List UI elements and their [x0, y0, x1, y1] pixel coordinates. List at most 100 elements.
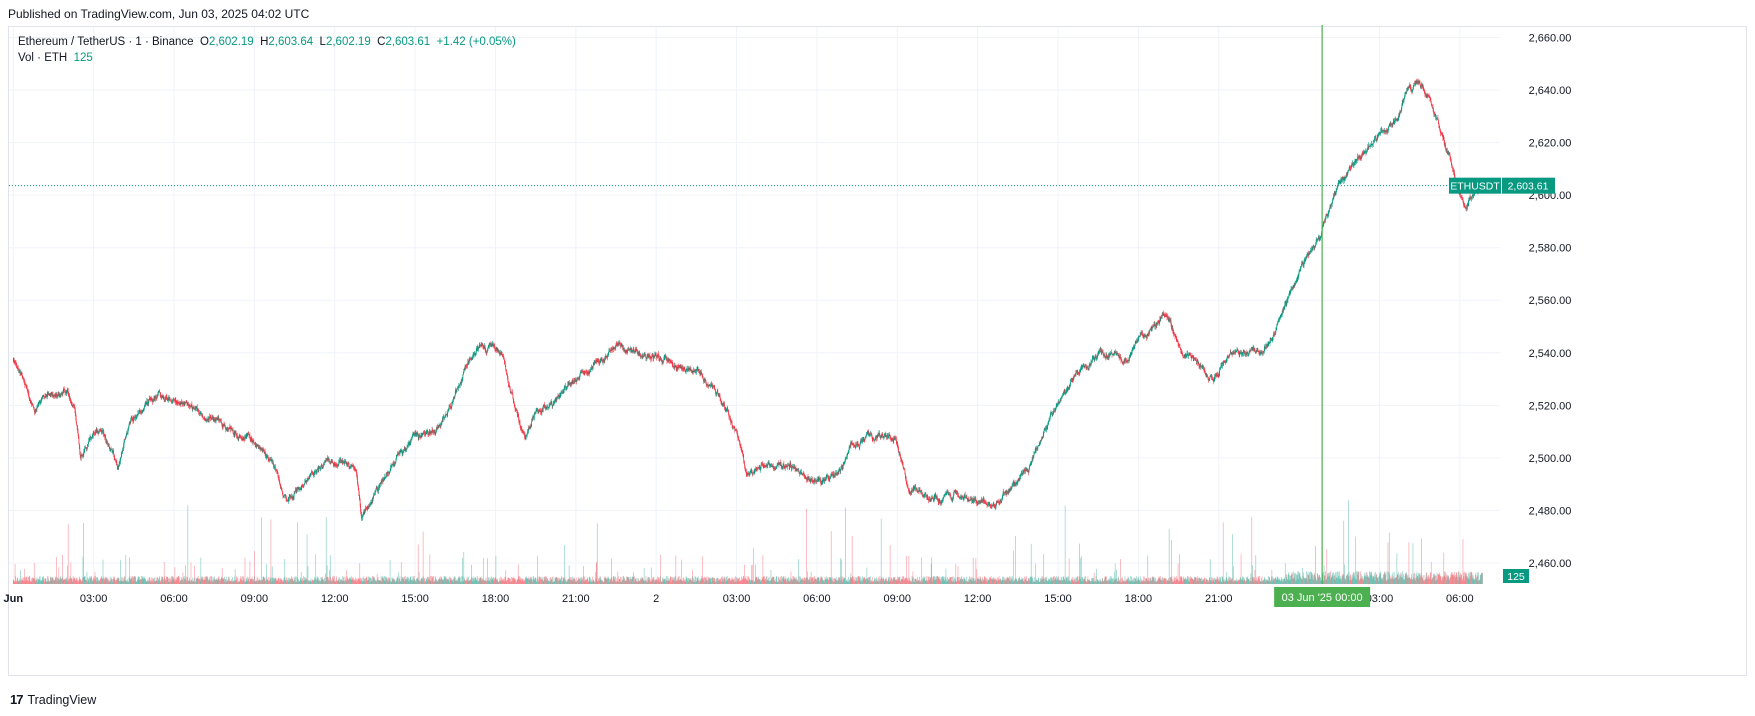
volume-bar — [762, 578, 763, 584]
volume-bar — [589, 580, 591, 584]
volume-bar — [162, 576, 163, 584]
candle — [90, 436, 92, 438]
volume-bar — [984, 576, 986, 584]
volume-bar — [1220, 578, 1221, 584]
volume-bar — [359, 563, 361, 584]
volume-bar — [1160, 578, 1162, 584]
volume-bar — [627, 576, 628, 584]
volume-bar — [1219, 576, 1220, 584]
volume-bar — [869, 577, 870, 584]
volume-bar — [1188, 580, 1189, 584]
volume-bar — [808, 580, 810, 584]
candle-body — [116, 461, 117, 463]
volume-bar — [140, 578, 142, 584]
volume-bar — [193, 580, 195, 584]
volume-bar — [379, 580, 381, 584]
candle-body — [127, 432, 128, 434]
candle — [78, 435, 80, 445]
volume-bar — [108, 579, 109, 584]
volume-bar — [745, 578, 746, 584]
volume-bar — [1116, 577, 1118, 584]
volume-bar — [320, 580, 321, 584]
volume-bar — [916, 580, 917, 584]
volume-bar — [392, 579, 394, 584]
volume-bar — [995, 579, 996, 584]
candle-body — [48, 393, 49, 395]
volume-bar — [121, 577, 123, 584]
volume-bar — [1076, 581, 1078, 584]
volume-bar — [844, 577, 845, 584]
volume-bar — [685, 576, 687, 584]
volume-bar — [1216, 576, 1218, 584]
volume-bar — [1296, 579, 1298, 584]
volume-bar — [345, 569, 347, 584]
volume-bar — [597, 581, 599, 584]
volume-bar — [1317, 573, 1318, 584]
volume-bar — [246, 576, 248, 584]
volume-bar — [435, 580, 437, 584]
candle — [47, 390, 49, 398]
volume-bar — [1221, 581, 1222, 584]
volume-bar — [231, 581, 233, 584]
candle — [81, 454, 82, 457]
candle — [108, 443, 109, 447]
volume-bar — [858, 578, 860, 584]
candle-body — [85, 447, 86, 449]
volume-bar — [942, 576, 943, 584]
volume-bar — [755, 577, 757, 584]
volume-bar — [473, 580, 475, 584]
volume-bar — [1146, 578, 1148, 584]
volume-bar — [828, 579, 829, 584]
candle — [125, 435, 127, 439]
volume-bar — [826, 577, 828, 584]
candle-body — [114, 457, 115, 460]
candle — [92, 431, 94, 439]
volume-bar — [1424, 580, 1425, 584]
volume-bar — [1363, 577, 1365, 584]
volume-bar — [465, 580, 466, 584]
candle — [43, 394, 44, 397]
candle — [188, 403, 190, 409]
volume-bar — [1276, 579, 1278, 584]
candle — [89, 438, 90, 443]
candle — [125, 433, 127, 439]
candle — [128, 423, 130, 429]
volume-bar — [458, 576, 460, 584]
volume-bar — [169, 581, 170, 584]
volume-bar — [1458, 572, 1459, 584]
volume-bar — [548, 580, 549, 584]
volume-bar — [528, 579, 529, 584]
volume-bar — [376, 581, 378, 584]
volume-bar — [362, 581, 363, 584]
volume-bar — [1336, 577, 1338, 584]
volume-bar — [1283, 578, 1285, 584]
candle — [60, 392, 62, 398]
volume-bar — [722, 581, 724, 584]
candle — [62, 388, 64, 394]
volume-bar — [1451, 574, 1453, 584]
volume-bar — [1460, 574, 1462, 584]
volume-bar — [1045, 579, 1046, 584]
volume-bar — [1388, 579, 1390, 584]
volume-bar — [1391, 574, 1393, 584]
volume-bar — [783, 576, 785, 584]
candle — [50, 393, 52, 398]
candle — [66, 388, 68, 394]
candle-body — [136, 415, 138, 417]
candle-body — [105, 439, 107, 442]
volume-bar — [900, 581, 901, 584]
candle-body — [104, 435, 105, 436]
candle — [135, 414, 136, 422]
volume-bar — [646, 580, 647, 584]
volume-bar — [904, 579, 905, 584]
volume-bar — [1117, 578, 1119, 584]
volume-bar — [1199, 577, 1200, 584]
volume-bar — [671, 581, 672, 584]
volume-bar — [605, 576, 607, 584]
volume-bar — [906, 555, 908, 584]
candle — [99, 428, 101, 432]
volume-bar — [523, 580, 524, 584]
volume-bar — [125, 581, 127, 584]
volume-bar — [720, 578, 721, 584]
